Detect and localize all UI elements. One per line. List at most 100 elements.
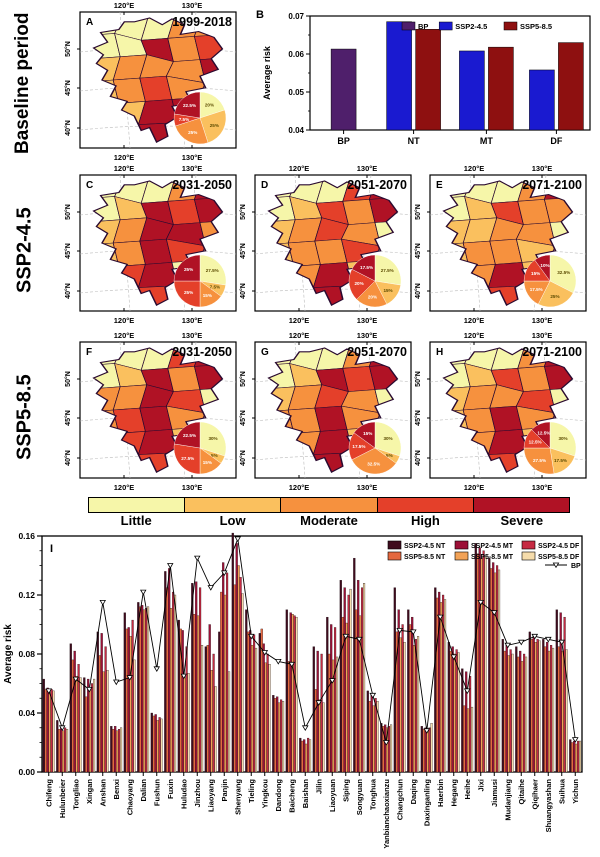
y-tick-label: 45°N [239, 243, 247, 259]
bar [530, 639, 533, 773]
bar [183, 677, 186, 773]
x-category-label: Jinzhou [193, 779, 202, 808]
x-tick-label: BP [337, 136, 350, 146]
bar [488, 557, 491, 773]
bp-marker [450, 654, 458, 661]
legend-swatch [387, 540, 402, 550]
bar [112, 729, 115, 773]
bar [278, 702, 281, 773]
bar [517, 656, 520, 773]
x-category-label: Xingan [85, 779, 94, 804]
x-category-label: Shuangyashan [544, 779, 553, 833]
bar [199, 587, 202, 773]
bar [46, 687, 49, 773]
y-tick-label: 40°N [239, 450, 247, 466]
pie-slice-label: 27.5% [533, 458, 546, 463]
bar [399, 637, 402, 773]
bar [440, 602, 443, 773]
legend-swatch [521, 551, 536, 561]
bar [120, 727, 123, 773]
y-tick-label: 40°N [64, 450, 72, 466]
pie-slice-label: 25% [210, 123, 219, 128]
panel-letter: D [261, 180, 268, 191]
panel-period: 2071-2100 [522, 178, 582, 192]
bar [384, 724, 387, 773]
y-tick-label: 0.16 [18, 531, 35, 541]
y-tick-label: 50°N [64, 371, 72, 387]
x-category-label: Liaoyang [207, 779, 216, 812]
map-outline [442, 347, 574, 473]
bar [173, 594, 177, 773]
x-tick-label-top: 120°E [114, 331, 135, 340]
bar [550, 645, 553, 773]
bar [476, 553, 479, 773]
x-tick-label-bottom: 120°E [114, 153, 135, 162]
pie-chart: 32.5% 25% 17.5% 15%10% [523, 254, 577, 308]
bar [359, 615, 362, 773]
pie-slice [549, 421, 577, 457]
bar [343, 587, 346, 773]
legend-swatch [521, 540, 536, 550]
bar [89, 689, 92, 773]
x-category-label: Chaoyang [126, 779, 135, 816]
x-category-label: Shenyang [234, 779, 243, 815]
x-category-label: Qitaihe [517, 779, 526, 804]
bar [515, 646, 518, 773]
plot-frame [41, 535, 583, 773]
y-tick-label: 0.07 [288, 12, 304, 21]
x-category-label: Jixi [477, 779, 486, 792]
bar [131, 619, 134, 773]
legend-label: SSP5-8.5 MT [471, 554, 514, 561]
pie-slice-label: 27.5% [381, 268, 394, 273]
bar [492, 562, 495, 773]
legend-label: SSP5-8.5 NT [404, 554, 446, 561]
bar [100, 633, 103, 773]
x-tick-label-bottom: 130°E [357, 483, 378, 492]
x-tick-label: MT [480, 136, 493, 146]
bar [154, 714, 157, 773]
bar [233, 584, 236, 773]
x-category-label: Baishan [301, 779, 310, 809]
bar [366, 690, 369, 773]
y-tick-label: 50°N [239, 204, 247, 220]
x-category-label: Tongliao [72, 779, 81, 810]
bar [264, 662, 267, 773]
bp-marker [85, 687, 93, 693]
bar [166, 587, 169, 773]
x-category-label: Heihe [463, 779, 472, 799]
y-tick-label: 0.08 [18, 649, 35, 659]
pie-slice [531, 421, 551, 449]
pie-slice-label: 25% [550, 294, 559, 299]
bar [235, 543, 238, 773]
pie-slice-label: 5% [386, 453, 393, 458]
bar [195, 581, 198, 773]
bar [210, 670, 213, 773]
bar [532, 636, 535, 773]
risk-label-low: Low [219, 513, 246, 528]
pie-slice-label: 12.5% [537, 431, 550, 436]
x-category-label: Tonghua [369, 778, 378, 810]
bar [127, 627, 130, 773]
bar [563, 616, 566, 773]
bp-marker [544, 636, 552, 643]
map-outline [267, 180, 399, 306]
y-tick-label: 50°N [64, 41, 72, 57]
pie-slice-label: 17.5% [360, 265, 373, 270]
bp-marker [517, 639, 525, 646]
pie-slice-label: 27.5% [181, 456, 194, 461]
x-category-label: Siping [342, 779, 351, 802]
bar [42, 678, 45, 773]
bar [438, 591, 441, 773]
bar [60, 726, 63, 773]
panel-period: 2071-2100 [522, 345, 582, 359]
bar [69, 643, 72, 773]
row-label-baseline-period: Baseline period [12, 12, 33, 154]
risk-label-severe: Severe [500, 513, 544, 528]
panel-letter: B [256, 9, 264, 21]
y-tick-label: 40°N [64, 283, 72, 299]
x-category-label: Yanbianchaoxianzu [382, 779, 391, 849]
panel-letter: F [86, 347, 92, 358]
bar [222, 562, 225, 773]
bar [141, 605, 144, 773]
bar [118, 729, 121, 773]
